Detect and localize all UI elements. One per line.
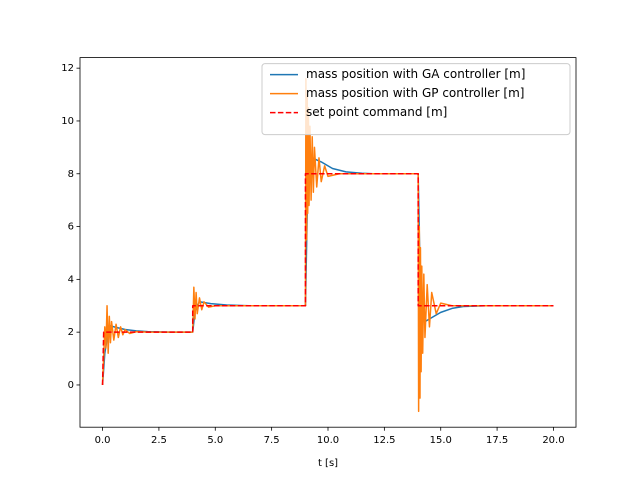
- x-tick-label: 20.0: [542, 435, 564, 446]
- series-line: [101, 173, 554, 385]
- x-tick-label: 0.0: [95, 435, 111, 446]
- legend-box: [261, 63, 571, 136]
- legend-label: mass position with GP controller [m]: [306, 86, 524, 100]
- x-tick-label: 17.5: [486, 435, 508, 446]
- y-tick-label: 2: [68, 327, 74, 338]
- legend-label: mass position with GA controller [m]: [306, 67, 525, 81]
- legend-label: set point command [m]: [306, 105, 447, 119]
- x-tick-label: 12.5: [373, 435, 395, 446]
- x-axis-label: t [s]: [318, 458, 338, 469]
- x-tick-label: 15.0: [430, 435, 452, 446]
- y-tick-label: 12: [61, 63, 74, 74]
- y-tick-label: 0: [68, 380, 74, 391]
- x-tick-label: 5.0: [207, 435, 223, 446]
- y-tick-label: 6: [68, 222, 74, 233]
- y-tick-label: 8: [68, 169, 74, 180]
- axes-frame: [79, 57, 577, 428]
- y-tick-label: 4: [68, 274, 74, 285]
- x-tick-label: 10.0: [317, 435, 339, 446]
- y-tick-label: 10: [61, 116, 74, 127]
- x-tick-label: 2.5: [151, 435, 167, 446]
- x-tick-label: 7.5: [264, 435, 280, 446]
